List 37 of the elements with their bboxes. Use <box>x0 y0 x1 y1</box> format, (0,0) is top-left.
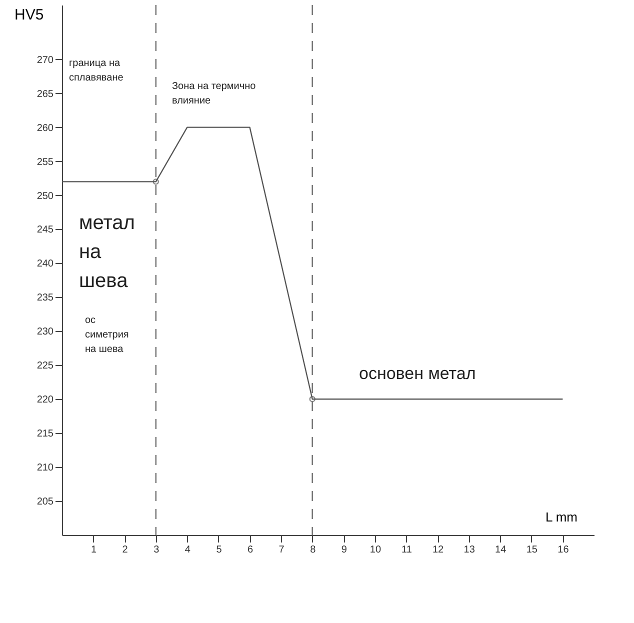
x-tick-label: 16 <box>558 544 570 556</box>
y-tick-label: 240 <box>36 258 54 270</box>
x-tick-label: 10 <box>370 544 382 556</box>
x-tick-label: 11 <box>402 544 412 556</box>
annotation: основен метал <box>359 364 476 383</box>
y-tick-label: 205 <box>36 496 54 508</box>
x-tick-label: 13 <box>464 544 476 556</box>
x-tick-label: 3 <box>154 544 160 556</box>
x-tick-label: 14 <box>495 544 507 556</box>
x-tick-label: 1 <box>91 544 98 556</box>
y-tick-label: 250 <box>36 190 54 202</box>
y-tick-label: 230 <box>36 326 54 338</box>
x-tick-label: 12 <box>432 544 444 556</box>
annotation: метал на шева <box>79 212 135 292</box>
y-tick-label: 265 <box>36 88 54 100</box>
x-tick-label: 15 <box>526 544 538 556</box>
x-tick-label: 8 <box>310 544 316 556</box>
annotation: ос симетрия на шева <box>85 315 129 355</box>
y-tick-label: 255 <box>36 156 54 168</box>
x-tick-label: 2 <box>122 544 128 556</box>
y-tick-label: 215 <box>36 428 54 440</box>
y-tick-label: 260 <box>36 122 54 134</box>
x-tick-label: 9 <box>341 544 348 556</box>
y-tick-label: 210 <box>36 462 54 474</box>
x-tick-label: 4 <box>184 544 191 556</box>
y-axis-title: HV5 <box>14 6 44 24</box>
y-tick-label: 270 <box>36 54 54 66</box>
annotation: граница на сплавяване <box>69 58 124 84</box>
x-tick-label: 5 <box>216 544 222 556</box>
annotation: Зона на термично влияние <box>172 81 256 106</box>
y-tick-label: 220 <box>36 394 54 406</box>
y-tick-label: 225 <box>36 360 54 372</box>
x-axis-title: L mm <box>545 510 578 524</box>
y-tick-label: 235 <box>36 292 54 304</box>
x-tick-label: 6 <box>247 544 254 556</box>
x-tick-label: 7 <box>278 544 285 556</box>
y-tick-label: 245 <box>36 224 54 236</box>
